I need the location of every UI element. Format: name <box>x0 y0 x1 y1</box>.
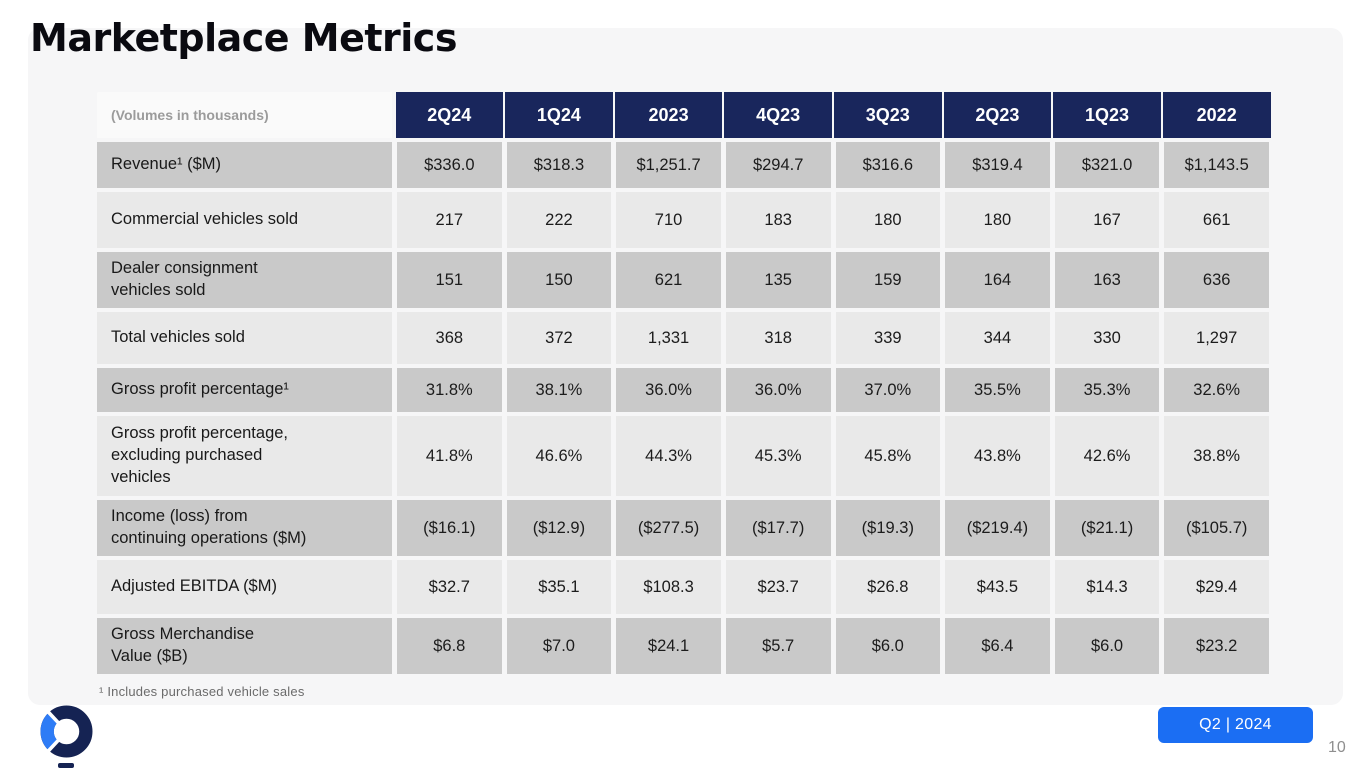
value-cell: 167 <box>1054 192 1160 248</box>
value-cell: ($21.1) <box>1054 500 1160 556</box>
value-cell: 44.3% <box>616 416 721 496</box>
value-cell: 42.6% <box>1054 416 1160 496</box>
value-cell: $1,251.7 <box>616 142 721 188</box>
value-cell: 163 <box>1054 252 1160 308</box>
row-label: Income (loss) from continuing operations… <box>97 500 392 556</box>
value-cell: 38.8% <box>1164 416 1269 496</box>
value-cell: $35.1 <box>506 560 612 614</box>
value-cell: 330 <box>1054 312 1160 364</box>
value-cell: 368 <box>397 312 502 364</box>
column-header: 2023 <box>614 92 723 138</box>
value-cell: 38.1% <box>506 368 612 412</box>
row-label: Gross profit percentage, excluding purch… <box>97 416 392 496</box>
value-cell: 43.8% <box>945 416 1050 496</box>
value-cell: $1,143.5 <box>1164 142 1269 188</box>
value-cell: 318 <box>725 312 831 364</box>
row-label: Gross Merchandise Value ($B) <box>97 618 392 674</box>
value-cell: 217 <box>397 192 502 248</box>
value-cell: 372 <box>506 312 612 364</box>
value-cell: $294.7 <box>725 142 831 188</box>
row-label: Total vehicles sold <box>97 312 392 364</box>
value-cell: 35.3% <box>1054 368 1160 412</box>
value-cell: 31.8% <box>397 368 502 412</box>
logo-wordmark-sliver <box>58 763 74 768</box>
column-header: 2022 <box>1162 92 1271 138</box>
column-header: 2Q23 <box>943 92 1052 138</box>
value-cell: 46.6% <box>506 416 612 496</box>
row-label: Commercial vehicles sold <box>97 192 392 248</box>
column-header: 3Q23 <box>834 92 942 138</box>
value-cell: 135 <box>725 252 831 308</box>
value-cell: 41.8% <box>397 416 502 496</box>
value-cell: 180 <box>945 192 1050 248</box>
value-cell: 710 <box>616 192 721 248</box>
value-cell: $43.5 <box>945 560 1050 614</box>
row-label: Gross profit percentage¹ <box>97 368 392 412</box>
value-cell: 36.0% <box>616 368 721 412</box>
value-cell: 621 <box>616 252 721 308</box>
value-cell: 1,297 <box>1164 312 1269 364</box>
value-cell: 661 <box>1164 192 1269 248</box>
value-cell: ($19.3) <box>835 500 941 556</box>
value-cell: 222 <box>506 192 612 248</box>
value-cell: $6.0 <box>1054 618 1160 674</box>
value-cell: $23.2 <box>1164 618 1269 674</box>
value-cell: 164 <box>945 252 1050 308</box>
value-cell: $32.7 <box>397 560 502 614</box>
value-cell: ($17.7) <box>725 500 831 556</box>
quarter-badge: Q2 | 2024 <box>1158 707 1313 743</box>
value-cell: $6.4 <box>945 618 1050 674</box>
footnote: ¹ Includes purchased vehicle sales <box>99 684 305 699</box>
value-cell: $5.7 <box>725 618 831 674</box>
value-cell: ($219.4) <box>945 500 1050 556</box>
value-cell: 636 <box>1164 252 1269 308</box>
value-cell: $29.4 <box>1164 560 1269 614</box>
value-cell: 36.0% <box>725 368 831 412</box>
value-cell: $6.8 <box>397 618 502 674</box>
column-header: 2Q24 <box>395 92 504 138</box>
value-cell: 151 <box>397 252 502 308</box>
value-cell: $316.6 <box>835 142 941 188</box>
metrics-table: (Volumes in thousands) 2Q24 1Q24 2023 4Q23 3… <box>97 92 1271 674</box>
value-cell: 35.5% <box>945 368 1050 412</box>
value-cell: 339 <box>835 312 941 364</box>
value-cell: $318.3 <box>506 142 612 188</box>
table-corner-label: (Volumes in thousands) <box>97 92 392 138</box>
slide-title: Marketplace Metrics <box>30 16 457 60</box>
value-cell: $336.0 <box>397 142 502 188</box>
value-cell: $14.3 <box>1054 560 1160 614</box>
value-cell: 159 <box>835 252 941 308</box>
value-cell: $26.8 <box>835 560 941 614</box>
column-header: 4Q23 <box>724 92 832 138</box>
value-cell: 1,331 <box>616 312 721 364</box>
value-cell: 45.3% <box>725 416 831 496</box>
value-cell: 183 <box>725 192 831 248</box>
column-header: 1Q23 <box>1053 92 1161 138</box>
page-number: 10 <box>1328 739 1346 756</box>
value-cell: 37.0% <box>835 368 941 412</box>
value-cell: ($105.7) <box>1164 500 1269 556</box>
column-header: 1Q24 <box>505 92 613 138</box>
value-cell: $6.0 <box>835 618 941 674</box>
value-cell: 32.6% <box>1164 368 1269 412</box>
value-cell: 344 <box>945 312 1050 364</box>
row-label: Revenue¹ ($M) <box>97 142 392 188</box>
value-cell: 45.8% <box>835 416 941 496</box>
value-cell: 180 <box>835 192 941 248</box>
value-cell: $321.0 <box>1054 142 1160 188</box>
value-cell: ($16.1) <box>397 500 502 556</box>
value-cell: ($12.9) <box>506 500 612 556</box>
row-label: Dealer consignment vehicles sold <box>97 252 392 308</box>
value-cell: $319.4 <box>945 142 1050 188</box>
value-cell: ($277.5) <box>616 500 721 556</box>
value-cell: $23.7 <box>725 560 831 614</box>
value-cell: $24.1 <box>616 618 721 674</box>
value-cell: 150 <box>506 252 612 308</box>
value-cell: $108.3 <box>616 560 721 614</box>
company-logo-icon <box>40 705 93 758</box>
row-label: Adjusted EBITDA ($M) <box>97 560 392 614</box>
value-cell: $7.0 <box>506 618 612 674</box>
